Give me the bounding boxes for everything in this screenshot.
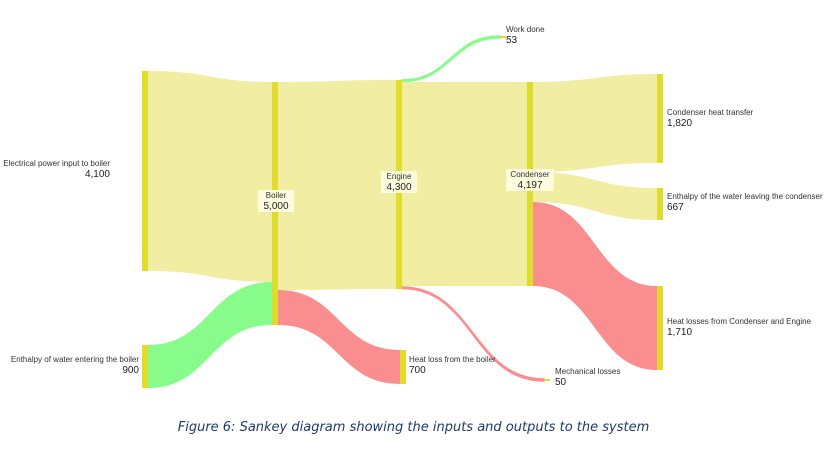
node-label-enth_out: Enthalpy of the water leaving the conden…: [667, 192, 823, 201]
flow-elec-to-boiler: [148, 71, 272, 282]
node-value-condenser: 4,197: [517, 180, 542, 191]
figure-caption: Figure 6: Sankey diagram showing the inp…: [177, 420, 650, 435]
node-value-heatloss_ce: 1,710: [667, 327, 692, 338]
node-value-elec: 4,100: [85, 169, 110, 180]
node-label-work: Work done: [506, 25, 545, 34]
node-value-engine: 4,300: [386, 182, 411, 193]
node-elec: [142, 71, 148, 271]
node-value-enth_out: 667: [667, 202, 684, 213]
node-value-mech: 50: [555, 377, 567, 388]
node-value-enth_in: 900: [122, 365, 139, 376]
node-label-condenser: Condenser: [510, 170, 549, 179]
flow-enth_in-to-boiler: [148, 282, 272, 388]
node-enth_out: [657, 188, 663, 220]
node-label-heatloss_ce: Heat losses from Condenser and Engine: [667, 317, 812, 326]
node-heatloss_ce: [657, 286, 663, 370]
flow-condenser-to-cond_heat: [533, 74, 657, 172]
flow-boiler-to-heatloss_boiler: [278, 290, 400, 384]
node-label-heatloss_boiler: Heat loss from the boiler: [409, 355, 496, 364]
node-label-mech: Mechanical losses: [555, 367, 620, 376]
node-cond_heat: [657, 74, 663, 163]
node-heatloss_boiler: [400, 350, 406, 384]
node-label-engine: Engine: [387, 172, 412, 181]
node-label-group-enth_out: Enthalpy of the water leaving the conden…: [667, 192, 823, 213]
flow-condenser-to-enth_out: [533, 172, 657, 220]
flow-engine-to-condenser: [402, 82, 527, 286]
node-value-boiler: 5,000: [263, 201, 288, 212]
node-label-cond_heat: Condenser heat transfer: [667, 108, 754, 117]
node-value-cond_heat: 1,820: [667, 118, 692, 129]
node-mech: [544, 379, 550, 381]
sankey-links: [148, 35, 657, 388]
flow-engine-to-work: [401, 35, 501, 83]
flow-boiler-to-engine: [278, 80, 396, 290]
node-label-boiler: Boiler: [266, 191, 287, 200]
node-label-bg-engine: [381, 171, 417, 193]
node-work: [500, 36, 506, 38]
node-value-heatloss_boiler: 700: [409, 365, 426, 376]
node-label-enth_in: Enthalpy of water entering the boiler: [11, 355, 139, 364]
node-label-group-heatloss_ce: Heat losses from Condenser and Engine1,7…: [667, 317, 812, 338]
node-label-bg-boiler: [258, 190, 294, 212]
flow-condenser-to-heatloss_ce: [533, 202, 657, 370]
node-label-elec: Electrical power input to boiler: [3, 159, 110, 168]
node-label-bg-condenser: [506, 169, 554, 191]
node-value-work: 53: [506, 35, 518, 46]
node-enth_in: [142, 345, 148, 388]
